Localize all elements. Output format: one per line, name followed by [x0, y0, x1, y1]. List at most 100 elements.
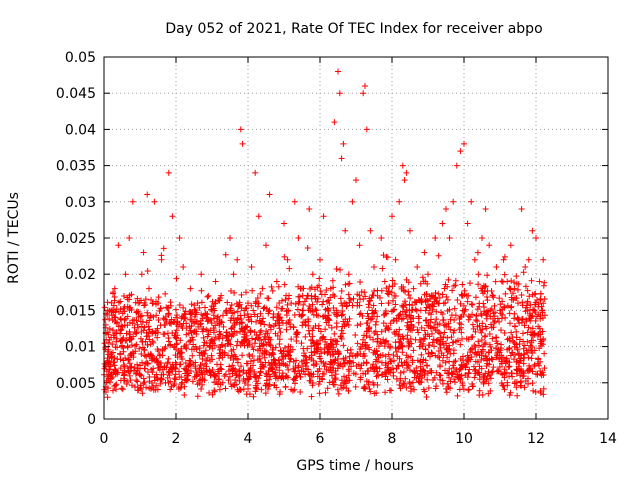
- data-point: [308, 393, 315, 400]
- data-point: [146, 317, 153, 324]
- data-point: [180, 263, 187, 270]
- data-point: [506, 363, 513, 370]
- data-point: [191, 313, 198, 320]
- data-point: [106, 325, 113, 332]
- data-point: [508, 370, 515, 377]
- data-point: [346, 299, 353, 306]
- data-point: [525, 368, 532, 375]
- data-point: [444, 296, 451, 303]
- x-tick-label: 2: [172, 431, 181, 447]
- data-point: [234, 359, 241, 366]
- data-point: [149, 300, 156, 307]
- data-point: [540, 300, 547, 307]
- data-point: [386, 283, 393, 290]
- data-point: [510, 290, 517, 297]
- data-point: [396, 381, 403, 388]
- data-point: [521, 384, 528, 391]
- data-point: [278, 375, 285, 382]
- data-point: [517, 372, 524, 379]
- data-point: [199, 381, 206, 388]
- data-point: [327, 367, 334, 374]
- data-point: [250, 307, 257, 314]
- data-point: [390, 307, 397, 314]
- data-point: [219, 312, 226, 319]
- data-point: [479, 348, 486, 355]
- x-tick-label: 0: [100, 431, 109, 447]
- data-point: [370, 292, 377, 299]
- data-point: [242, 305, 249, 312]
- data-point: [506, 373, 513, 380]
- data-point: [308, 352, 315, 359]
- data-point: [533, 235, 539, 241]
- data-point: [228, 347, 235, 354]
- data-point: [273, 304, 280, 311]
- data-point: [227, 305, 234, 312]
- data-point: [337, 382, 344, 389]
- data-point: [119, 342, 126, 349]
- data-point: [133, 309, 140, 316]
- data-point: [397, 336, 404, 343]
- data-point: [400, 380, 407, 387]
- data-point: [537, 296, 544, 303]
- data-point: [537, 312, 544, 319]
- data-point: [255, 213, 262, 220]
- data-point: [146, 336, 153, 343]
- data-point: [254, 313, 261, 320]
- data-point: [354, 340, 361, 347]
- data-point: [191, 345, 198, 352]
- data-point: [199, 315, 206, 322]
- data-point: [193, 309, 200, 316]
- data-point: [459, 281, 466, 288]
- data-point: [459, 307, 466, 314]
- data-point: [430, 293, 437, 300]
- data-point: [150, 313, 157, 320]
- data-point: [224, 341, 231, 348]
- data-point: [365, 315, 372, 322]
- data-point: [531, 330, 538, 337]
- data-point: [285, 295, 292, 302]
- data-point: [266, 351, 273, 358]
- data-point: [283, 372, 290, 379]
- data-point: [462, 372, 469, 378]
- data-point: [373, 347, 380, 354]
- data-point: [327, 343, 334, 350]
- data-point: [411, 386, 418, 393]
- data-point: [134, 361, 141, 368]
- data-point: [496, 295, 503, 302]
- data-point: [176, 368, 183, 375]
- data-point: [316, 353, 323, 360]
- data-point: [410, 347, 417, 354]
- data-point: [142, 296, 149, 303]
- data-point: [478, 336, 485, 343]
- data-point: [301, 298, 308, 305]
- data-point: [233, 300, 240, 307]
- data-point: [168, 316, 175, 323]
- data-point: [132, 342, 139, 349]
- data-point: [170, 363, 177, 370]
- data-point: [471, 256, 478, 263]
- data-point: [460, 311, 467, 318]
- data-point: [194, 370, 201, 377]
- data-point: [174, 312, 181, 319]
- data-point: [373, 373, 380, 380]
- data-point: [504, 278, 511, 285]
- data-point: [158, 252, 165, 259]
- data-point: [230, 365, 237, 372]
- data-point: [109, 341, 116, 348]
- data-point: [246, 373, 253, 380]
- data-point: [153, 301, 160, 308]
- data-point: [200, 342, 207, 349]
- data-point: [406, 307, 413, 314]
- data-point: [175, 384, 182, 391]
- data-point: [508, 296, 515, 303]
- data-point: [399, 349, 406, 356]
- data-point: [431, 343, 438, 350]
- data-point: [360, 90, 367, 97]
- data-point: [121, 316, 128, 323]
- data-point: [444, 370, 451, 377]
- data-point: [203, 363, 210, 370]
- data-point: [349, 198, 356, 205]
- data-point: [273, 364, 280, 371]
- data-point: [353, 362, 360, 369]
- data-point: [110, 290, 117, 297]
